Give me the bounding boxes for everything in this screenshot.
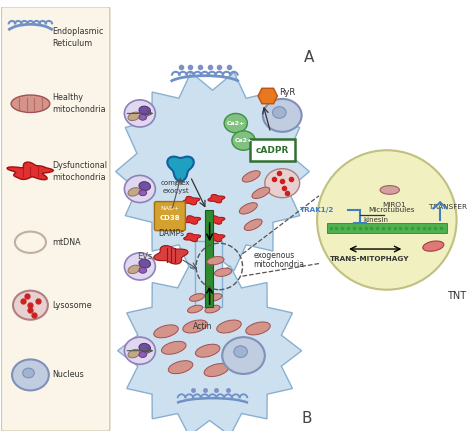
Text: MIRO1: MIRO1 (382, 202, 406, 208)
Bar (205, 210, 213, 307)
Ellipse shape (234, 346, 247, 357)
Ellipse shape (229, 339, 254, 352)
Text: TRANSFER: TRANSFER (429, 205, 467, 210)
Polygon shape (208, 233, 225, 242)
Text: exocyst: exocyst (163, 188, 189, 194)
Text: TNT: TNT (447, 290, 466, 300)
FancyBboxPatch shape (155, 201, 185, 231)
Circle shape (317, 150, 456, 290)
Ellipse shape (190, 293, 205, 301)
Ellipse shape (380, 186, 400, 194)
Ellipse shape (265, 169, 300, 198)
Ellipse shape (139, 268, 146, 273)
Ellipse shape (139, 182, 150, 191)
Polygon shape (208, 216, 225, 224)
Text: Ca2+: Ca2+ (234, 138, 253, 143)
Ellipse shape (215, 268, 232, 276)
Polygon shape (183, 216, 201, 224)
Polygon shape (183, 233, 201, 242)
Text: CD38: CD38 (160, 215, 180, 221)
Ellipse shape (273, 107, 286, 118)
Text: RyR: RyR (279, 88, 296, 97)
Ellipse shape (139, 352, 146, 357)
Text: cADPR: cADPR (256, 146, 289, 155)
Ellipse shape (232, 131, 255, 150)
FancyBboxPatch shape (1, 7, 110, 431)
Ellipse shape (12, 360, 49, 390)
Text: Dysfunctional
mitochondria: Dysfunctional mitochondria (53, 161, 108, 182)
Text: exogenous: exogenous (253, 251, 294, 260)
Ellipse shape (162, 341, 186, 354)
Text: Nucleus: Nucleus (53, 371, 84, 379)
Ellipse shape (207, 293, 222, 301)
Ellipse shape (217, 320, 241, 333)
Ellipse shape (423, 241, 444, 251)
Bar (327, 223, 447, 233)
Text: mtDNA: mtDNA (53, 238, 82, 247)
Ellipse shape (263, 99, 301, 132)
Text: NAD+: NAD+ (160, 206, 180, 211)
Ellipse shape (183, 320, 207, 333)
Ellipse shape (244, 219, 262, 230)
Polygon shape (116, 72, 310, 271)
Ellipse shape (139, 106, 150, 115)
Text: complex: complex (161, 180, 191, 186)
Text: TRANS-MITOPHAGY: TRANS-MITOPHAGY (329, 256, 409, 262)
Ellipse shape (222, 337, 265, 374)
Ellipse shape (128, 187, 140, 196)
Text: DAMPs: DAMPs (158, 229, 184, 238)
Ellipse shape (207, 257, 224, 265)
Text: A: A (304, 50, 315, 65)
Text: TRAK1/2: TRAK1/2 (300, 207, 335, 213)
Ellipse shape (204, 364, 228, 377)
Ellipse shape (128, 112, 140, 120)
Ellipse shape (224, 113, 247, 133)
Text: B: B (301, 411, 312, 426)
Text: Ca2+: Ca2+ (227, 120, 245, 126)
FancyBboxPatch shape (250, 139, 295, 161)
Ellipse shape (242, 171, 260, 182)
Ellipse shape (252, 187, 270, 198)
Ellipse shape (139, 114, 146, 120)
Ellipse shape (124, 176, 155, 202)
Text: mitochondria: mitochondria (253, 260, 304, 269)
Ellipse shape (124, 100, 155, 127)
Polygon shape (7, 162, 54, 180)
Text: Healthy
mitochondria: Healthy mitochondria (53, 93, 106, 114)
Polygon shape (182, 196, 200, 205)
Polygon shape (195, 241, 222, 307)
Ellipse shape (239, 203, 257, 214)
Ellipse shape (205, 305, 220, 313)
Ellipse shape (139, 259, 150, 268)
Ellipse shape (124, 253, 155, 280)
Ellipse shape (128, 265, 140, 274)
Ellipse shape (139, 190, 146, 196)
Ellipse shape (168, 360, 193, 374)
Polygon shape (258, 88, 277, 104)
Text: Microtubules: Microtubules (368, 207, 415, 213)
Ellipse shape (128, 350, 140, 358)
Polygon shape (208, 194, 225, 203)
Text: EVs: EVs (137, 252, 153, 261)
Ellipse shape (11, 95, 50, 113)
Ellipse shape (13, 291, 48, 320)
Ellipse shape (139, 343, 150, 352)
Text: kinesin: kinesin (364, 217, 389, 223)
Polygon shape (118, 266, 301, 436)
Polygon shape (154, 246, 188, 264)
Polygon shape (167, 156, 194, 181)
Text: Actin: Actin (193, 322, 212, 331)
Ellipse shape (23, 368, 34, 378)
Ellipse shape (154, 325, 178, 338)
Ellipse shape (188, 305, 202, 313)
Ellipse shape (246, 322, 270, 335)
Text: Endoplasmic
Reticulum: Endoplasmic Reticulum (53, 28, 104, 48)
Ellipse shape (195, 344, 220, 357)
Text: Lysosome: Lysosome (53, 301, 92, 310)
Ellipse shape (124, 337, 155, 364)
